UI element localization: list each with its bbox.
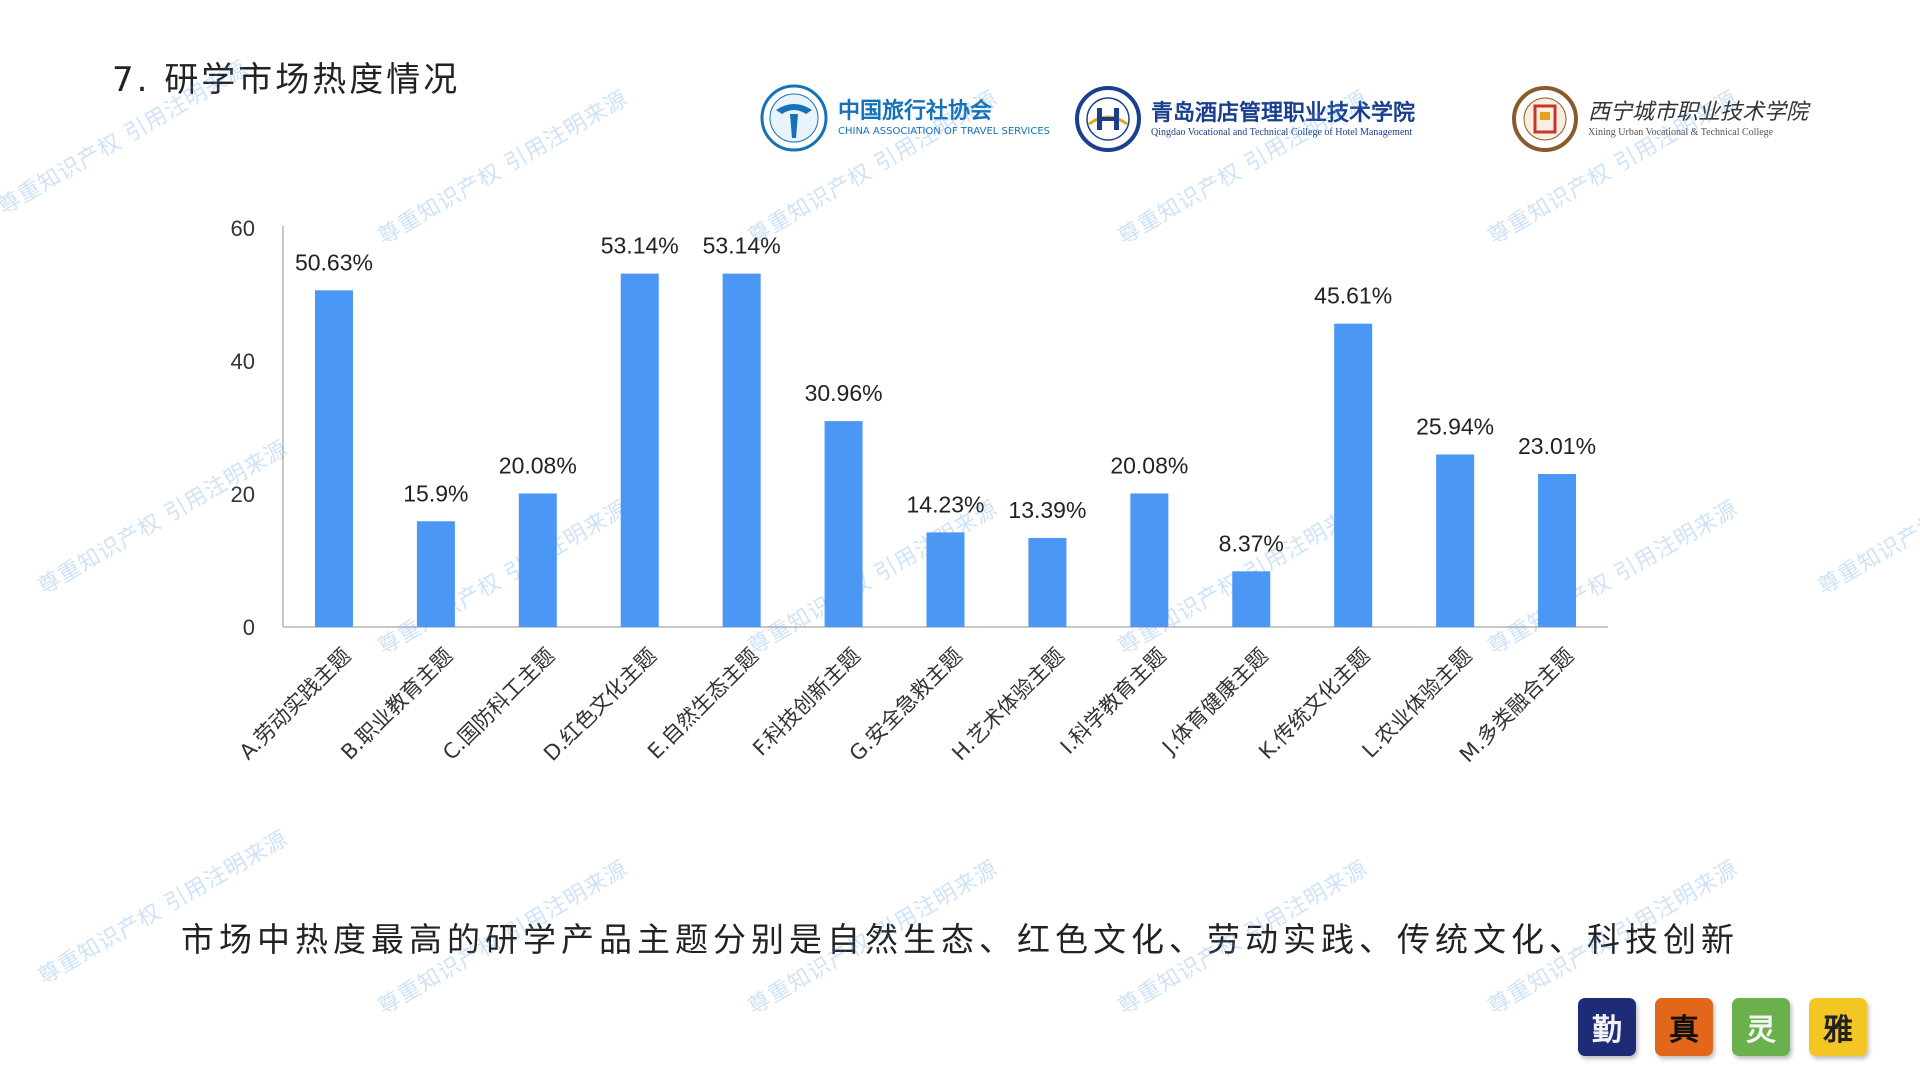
slide-title: 7. 研学市场热度情况 <box>112 60 461 100</box>
virtue-badge: 真 <box>1655 998 1713 1056</box>
y-tick-label: 20 <box>231 482 255 507</box>
summary-text: 市场中热度最高的研学产品主题分别是自然生态、红色文化、劳动实践、传统文化、科技创… <box>181 920 1739 959</box>
data-label: 30.96% <box>805 380 883 406</box>
data-label: 53.14% <box>703 233 781 259</box>
data-label: 13.39% <box>1008 497 1086 523</box>
category-label: J.体育健康主题 <box>1156 644 1273 761</box>
xining-college-sub: Xining Urban Vocational & Technical Coll… <box>1588 126 1774 138</box>
category-label: E.自然生态主题 <box>643 644 763 764</box>
data-label: 45.61% <box>1314 283 1392 309</box>
virtue-badges: 勤 真 灵 雅 <box>1578 998 1867 1056</box>
bar <box>1130 493 1169 627</box>
data-label: 50.63% <box>295 249 373 275</box>
xining-college-logo-icon <box>1512 86 1578 152</box>
bar <box>1538 473 1577 627</box>
data-label: 14.23% <box>906 491 984 517</box>
cats-logo-name: 中国旅行社协会 <box>838 98 993 124</box>
y-tick-label: 0 <box>243 615 255 640</box>
xining-college-name: 西宁城市职业技术学院 <box>1588 99 1809 125</box>
bar <box>722 273 761 627</box>
cats-logo-icon <box>760 84 828 152</box>
qingdao-college-sub: Qingdao Vocational and Technical College… <box>1151 126 1413 138</box>
y-tick-label: 60 <box>231 216 255 241</box>
cats-logo: 中国旅行社协会 CHINA ASSOCIATION OF TRAVEL SERV… <box>760 84 1050 152</box>
bar <box>620 273 659 627</box>
virtue-badge: 灵 <box>1732 998 1790 1056</box>
qingdao-college-logo: 青岛酒店管理职业技术学院 Qingdao Vocational and Tech… <box>1075 86 1415 152</box>
virtue-badge: 雅 <box>1809 998 1867 1056</box>
bar <box>518 493 557 627</box>
bar-chart: 020406050.63%A.劳动实践主题15.9%B.职业教育主题20.08%… <box>231 216 1608 767</box>
bar <box>1028 537 1067 627</box>
cats-logo-sub: CHINA ASSOCIATION OF TRAVEL SERVICES <box>838 125 1051 137</box>
category-label: L.农业体验主题 <box>1358 644 1477 763</box>
virtue-badge: 勤 <box>1578 998 1636 1056</box>
category-label: F.科技创新主题 <box>748 644 865 761</box>
data-label: 25.94% <box>1416 413 1494 439</box>
watermark-text: 尊重知识产权 引用注明来源 <box>34 826 293 990</box>
data-label: 23.01% <box>1518 433 1596 459</box>
bar <box>1436 454 1475 627</box>
bar <box>926 532 965 627</box>
bar <box>416 521 455 627</box>
data-label: 53.14% <box>601 233 679 259</box>
category-label: I.科学教育主题 <box>1056 644 1171 759</box>
bar <box>314 290 353 627</box>
bar <box>1334 323 1373 627</box>
data-label: 15.9% <box>403 480 468 506</box>
bar <box>824 421 863 627</box>
bar <box>1232 571 1271 627</box>
data-label: 20.08% <box>1110 452 1188 478</box>
qingdao-college-name: 青岛酒店管理职业技术学院 <box>1151 99 1416 126</box>
data-label: 8.37% <box>1219 530 1284 556</box>
data-label: 20.08% <box>499 452 577 478</box>
qingdao-college-logo-icon <box>1075 86 1141 152</box>
y-tick-label: 40 <box>231 349 255 374</box>
xining-college-logo: 西宁城市职业技术学院 Xining Urban Vocational & Tec… <box>1512 86 1808 152</box>
